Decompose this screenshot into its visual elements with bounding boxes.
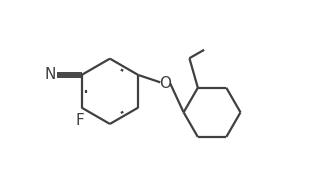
Text: F: F xyxy=(75,113,84,128)
Text: O: O xyxy=(160,76,172,91)
Text: N: N xyxy=(44,67,56,83)
